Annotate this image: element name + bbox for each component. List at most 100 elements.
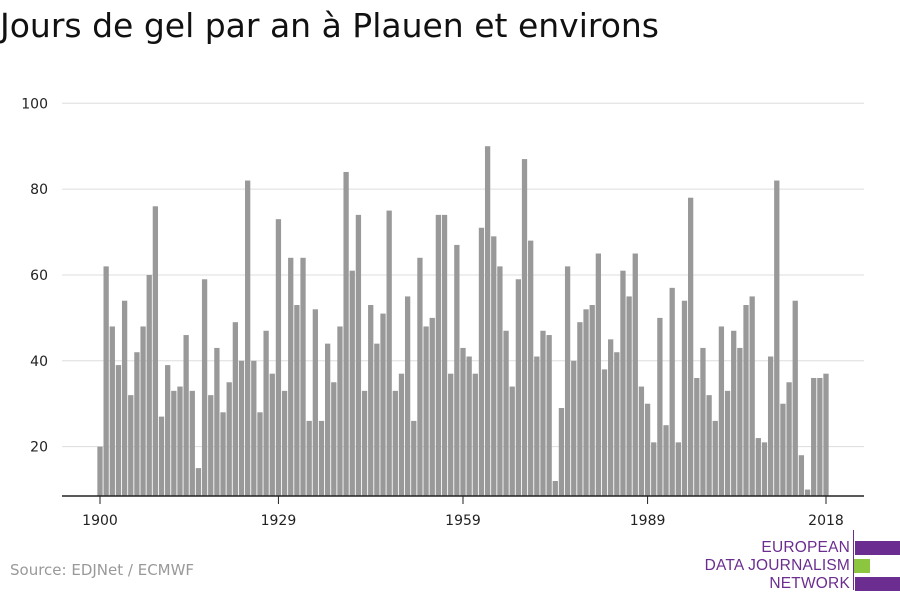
bar-1998 bbox=[700, 347, 706, 496]
bar-1906 bbox=[134, 352, 140, 496]
bar-2016 bbox=[811, 377, 817, 496]
bar-1904 bbox=[121, 300, 128, 496]
bar-2015 bbox=[804, 489, 811, 496]
bar-1969 bbox=[521, 159, 528, 496]
bar-1976 bbox=[564, 266, 571, 496]
bar-1957 bbox=[448, 373, 454, 496]
bar-1974 bbox=[552, 480, 558, 496]
bar-1947 bbox=[386, 210, 392, 497]
bar-1995 bbox=[681, 300, 688, 496]
bar-1961 bbox=[472, 373, 478, 496]
bar-1962 bbox=[478, 227, 485, 496]
axes: 20 40 60 80 100 1900 1929 1959 1989 2018 bbox=[21, 96, 864, 529]
bar-1967 bbox=[509, 386, 515, 496]
bar-1918 bbox=[208, 395, 214, 496]
bar-2014 bbox=[798, 455, 805, 496]
bar-1916 bbox=[195, 468, 202, 496]
bar-2001 bbox=[718, 326, 725, 496]
bar-1922 bbox=[232, 322, 239, 496]
bar-1901 bbox=[103, 266, 109, 496]
bar-1959 bbox=[460, 347, 466, 496]
bar-1946 bbox=[380, 313, 386, 496]
bar-1972 bbox=[540, 330, 546, 496]
bar-2017 bbox=[817, 377, 823, 496]
y-tick-label: 20 bbox=[30, 440, 48, 456]
bar-2002 bbox=[724, 390, 731, 496]
bar-1983 bbox=[608, 339, 614, 496]
bar-1908 bbox=[146, 274, 152, 496]
bar-2010 bbox=[774, 180, 780, 496]
bar-1964 bbox=[491, 236, 497, 496]
bar-1933 bbox=[300, 257, 306, 496]
source-note: Source: EDJNet / ECMWF bbox=[10, 561, 195, 579]
bar-1973 bbox=[546, 335, 552, 496]
bar-1942 bbox=[355, 214, 362, 496]
bar-1996 bbox=[687, 197, 694, 497]
y-tick-label: 60 bbox=[30, 268, 48, 284]
bar-1985 bbox=[620, 270, 626, 496]
bar-1939 bbox=[337, 326, 343, 496]
bar-1928 bbox=[269, 373, 275, 496]
bar-1987 bbox=[632, 253, 638, 496]
bar-1909 bbox=[152, 206, 159, 496]
bar-1931 bbox=[288, 257, 294, 496]
bar-1992 bbox=[663, 425, 669, 496]
bar-1925 bbox=[251, 360, 257, 496]
bar-1981 bbox=[595, 253, 602, 496]
edjnet-logo: EUROPEAN DATA JOURNALISM NETWORK bbox=[700, 530, 900, 594]
bar-1934 bbox=[306, 420, 312, 496]
bar-2000 bbox=[712, 420, 718, 496]
bar-2008 bbox=[761, 442, 768, 496]
bar-1963 bbox=[484, 146, 491, 496]
bar-1971 bbox=[534, 356, 540, 496]
bar-1982 bbox=[601, 369, 608, 496]
bar-1948 bbox=[392, 390, 398, 496]
bar-1917 bbox=[201, 279, 208, 496]
bar-1920 bbox=[220, 412, 226, 496]
bar-1910 bbox=[158, 416, 165, 496]
bars bbox=[97, 146, 829, 497]
bar-1958 bbox=[454, 244, 460, 496]
bar-1940 bbox=[343, 171, 349, 496]
bar-1954 bbox=[429, 317, 435, 496]
bar-1932 bbox=[294, 305, 300, 496]
logo-bar-middle bbox=[854, 559, 870, 573]
bar-1944 bbox=[368, 305, 374, 496]
bar-1993 bbox=[669, 287, 675, 496]
bar-1949 bbox=[398, 373, 405, 496]
bar-1968 bbox=[515, 279, 522, 496]
logo-line-2: DATA JOURNALISM bbox=[704, 557, 850, 574]
bar-1977 bbox=[571, 360, 577, 496]
bar-1938 bbox=[331, 382, 337, 496]
bar-1930 bbox=[281, 390, 288, 496]
bar-1966 bbox=[503, 330, 509, 496]
bar-1927 bbox=[263, 330, 269, 496]
bar-1984 bbox=[614, 352, 620, 496]
x-tick-label: 1989 bbox=[630, 513, 666, 529]
bar-1986 bbox=[626, 296, 632, 496]
bar-1923 bbox=[238, 360, 245, 496]
bar-1965 bbox=[497, 266, 503, 496]
y-tick-label: 80 bbox=[30, 182, 48, 198]
bar-1989 bbox=[644, 403, 651, 496]
bar-1970 bbox=[528, 240, 534, 496]
bar-2011 bbox=[780, 403, 786, 496]
y-tick-label: 40 bbox=[30, 354, 48, 370]
bar-1980 bbox=[589, 305, 595, 496]
bar-1990 bbox=[651, 442, 657, 496]
bar-1935 bbox=[312, 309, 318, 496]
bar-2007 bbox=[755, 438, 761, 496]
bar-1991 bbox=[657, 317, 663, 496]
bar-2003 bbox=[731, 330, 737, 496]
bar-2018 bbox=[823, 373, 829, 496]
bar-1979 bbox=[583, 309, 589, 496]
y-tick-label: 100 bbox=[21, 96, 48, 112]
bar-1900 bbox=[97, 446, 103, 496]
bar-1911 bbox=[165, 365, 171, 496]
bar-1953 bbox=[423, 326, 429, 496]
bar-1937 bbox=[324, 343, 331, 496]
bar-1915 bbox=[189, 390, 195, 496]
bar-2005 bbox=[743, 305, 749, 496]
bar-1950 bbox=[404, 296, 411, 496]
